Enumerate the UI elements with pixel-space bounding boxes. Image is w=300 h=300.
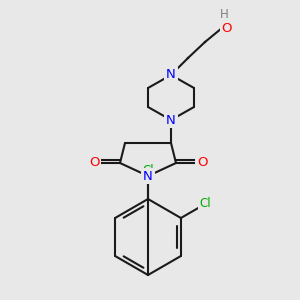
- Text: Cl: Cl: [142, 164, 154, 178]
- Text: N: N: [143, 169, 153, 182]
- Text: O: O: [222, 22, 232, 34]
- Text: N: N: [166, 113, 176, 127]
- Text: O: O: [89, 157, 99, 169]
- Text: N: N: [166, 68, 176, 82]
- Text: H: H: [220, 8, 228, 20]
- Text: O: O: [197, 157, 207, 169]
- Text: Cl: Cl: [199, 197, 211, 211]
